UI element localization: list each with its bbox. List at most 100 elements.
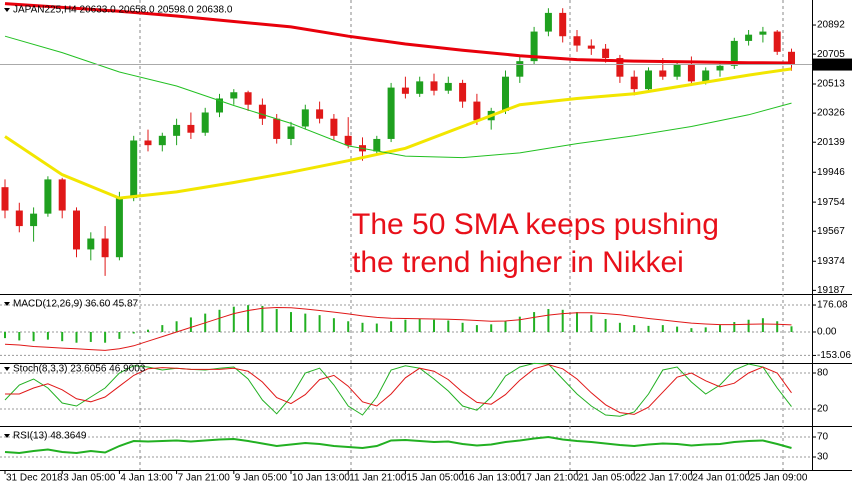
candle-body xyxy=(745,34,753,41)
candle-body xyxy=(530,31,538,62)
macd-bar xyxy=(375,323,378,332)
candle-body xyxy=(101,238,109,258)
candle-body xyxy=(1,187,9,211)
annotation: the trend higher in Nikkei xyxy=(352,246,684,279)
macd-bar xyxy=(576,312,578,332)
y-tick-label: 176.08 xyxy=(817,300,848,311)
macd-bar xyxy=(18,331,21,341)
macd-bar xyxy=(647,325,650,332)
macd-bar xyxy=(661,325,664,332)
candle-body xyxy=(301,109,309,127)
candle-body xyxy=(401,87,409,94)
x-tick-label: 24 Jan 01:00 xyxy=(692,473,750,484)
candle-body xyxy=(573,36,581,46)
y-tick-label: 19567 xyxy=(817,226,845,237)
candle-body xyxy=(187,124,195,133)
x-tick-label: 7 Jan 21:00 xyxy=(178,473,231,484)
macd-bar xyxy=(361,322,364,332)
candle-body xyxy=(173,124,181,136)
indicator-line xyxy=(4,435,792,455)
macd-bar xyxy=(132,331,135,334)
candle-body xyxy=(687,64,695,82)
macd-bar xyxy=(218,309,221,332)
candle-body xyxy=(287,126,295,139)
signal-line xyxy=(4,306,792,351)
y-tick-label: 80 xyxy=(817,368,829,379)
candle-body xyxy=(459,82,467,102)
candle-body xyxy=(444,82,452,91)
candle-body xyxy=(244,92,252,105)
macd-bar xyxy=(747,319,750,332)
macd-bar xyxy=(475,325,478,332)
macd-bar xyxy=(89,331,92,342)
panel-icon xyxy=(4,367,10,371)
macd-bar xyxy=(404,319,407,332)
macd-bar xyxy=(418,318,421,332)
candle-body xyxy=(330,118,338,136)
annotation: The 50 SMA keeps pushing xyxy=(352,208,719,241)
candle-body xyxy=(273,118,281,139)
macd-bar xyxy=(676,326,679,332)
candle-body xyxy=(730,40,738,66)
y-tick-label: 20326 xyxy=(817,108,845,119)
macd-bar xyxy=(461,322,464,332)
macd-bar xyxy=(275,309,278,332)
candle-body xyxy=(216,98,223,113)
candle-body xyxy=(87,238,95,250)
macd-bar xyxy=(104,331,107,343)
candle-body xyxy=(473,101,481,121)
candle-body xyxy=(44,179,52,214)
macd-bar xyxy=(46,331,49,340)
macd-bar xyxy=(490,324,493,332)
macd-bar xyxy=(318,315,321,332)
panel-frame xyxy=(0,0,852,471)
x-tick-label: 31 Dec 2018 xyxy=(6,473,63,484)
candle-body xyxy=(559,12,567,37)
candle-body xyxy=(416,81,424,94)
y-tick-label: 70 xyxy=(817,432,829,443)
x-tick-label: 22 Jan 17:00 xyxy=(635,473,693,484)
macd-bar xyxy=(32,331,35,342)
moving-average xyxy=(4,35,792,159)
candle-body xyxy=(544,12,552,32)
candle-body xyxy=(673,64,681,77)
candle-body xyxy=(373,138,381,152)
x-tick-label: 15 Jan 05:00 xyxy=(406,473,464,484)
y-tick-label: 19754 xyxy=(817,197,845,208)
macd-bar xyxy=(232,306,235,332)
macd-bar xyxy=(390,321,393,332)
macd-bar xyxy=(147,329,149,332)
macd-bar xyxy=(704,327,707,332)
y-tick-label: 20705 xyxy=(817,49,845,60)
candle-body xyxy=(716,65,724,71)
candle-body xyxy=(158,135,166,146)
candle-body xyxy=(258,104,266,119)
panel-icon xyxy=(4,434,10,438)
candle-body xyxy=(344,135,352,146)
candle-body xyxy=(15,210,23,227)
macd-bar xyxy=(332,318,335,332)
candle-body xyxy=(587,45,595,49)
x-tick-label: 16 Jan 13:00 xyxy=(464,473,522,484)
candle-body xyxy=(788,51,795,65)
y-tick-label: 19374 xyxy=(817,256,845,267)
macd-bar xyxy=(75,331,78,343)
price-label: 20638.0 xyxy=(815,59,852,70)
macd-bar xyxy=(175,321,178,332)
y-tick-label: 30 xyxy=(817,452,829,463)
y-tick-label: 20892 xyxy=(817,20,845,31)
candle-body xyxy=(230,92,238,99)
macd-bar xyxy=(161,325,164,332)
macd-bar xyxy=(261,305,264,332)
candle-body xyxy=(630,76,638,90)
panel-icon xyxy=(4,302,10,306)
candle-body xyxy=(616,58,624,77)
macd-bar xyxy=(4,331,6,339)
macd-bar xyxy=(590,315,593,332)
macd-bar xyxy=(447,320,450,332)
macd-bar xyxy=(790,326,793,332)
candle-body xyxy=(130,140,138,199)
y-tick-label: -153.06 xyxy=(817,350,851,361)
x-tick-label: 4 Jan 13:00 xyxy=(120,473,173,484)
